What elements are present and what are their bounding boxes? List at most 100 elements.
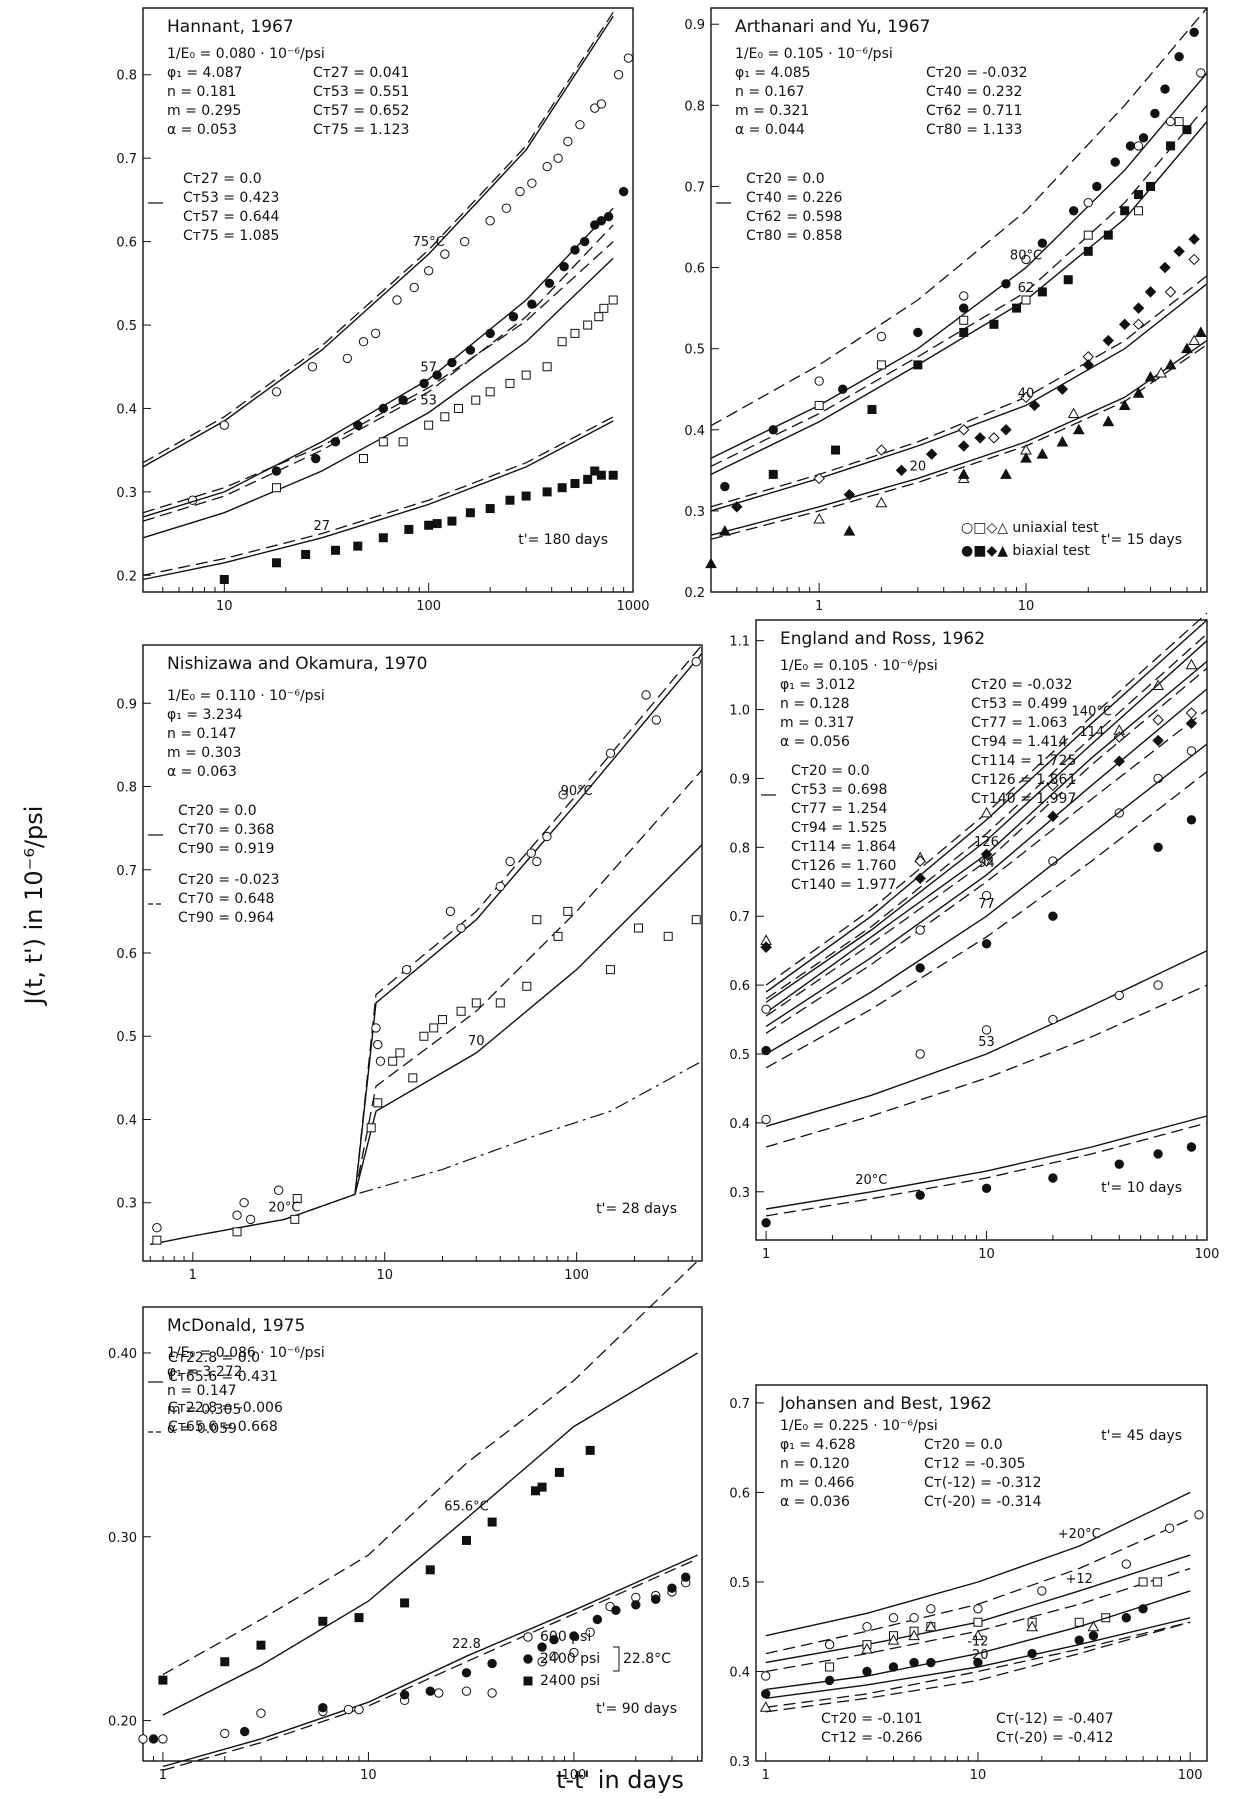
data-point xyxy=(1088,1630,1099,1641)
y-tick-label: 0.5 xyxy=(729,1048,750,1063)
y-tick-label: 0.9 xyxy=(684,18,705,33)
y-tick-label: 0.8 xyxy=(116,69,137,84)
curve-label: +12 xyxy=(1065,1572,1092,1587)
data-point xyxy=(408,1073,418,1083)
data-point xyxy=(256,1640,266,1650)
data-point xyxy=(843,488,856,501)
series-dashed-line xyxy=(765,1122,1208,1217)
data-point xyxy=(549,1634,559,1645)
data-point xyxy=(1152,1577,1162,1587)
data-point xyxy=(532,856,542,867)
data-point xyxy=(1165,116,1176,127)
series-solid-line xyxy=(162,1554,698,1768)
data-point xyxy=(596,216,607,226)
x-tick-label: 1 xyxy=(762,1768,770,1783)
panel-note: t'= 10 days xyxy=(1101,1180,1182,1196)
data-point xyxy=(1188,253,1200,266)
data-point xyxy=(814,376,824,386)
data-point xyxy=(691,656,701,667)
param-text: n = 0.181 xyxy=(167,84,237,100)
param-text: Cᴛ140 = 1.977 xyxy=(791,877,896,893)
curve-label: 62 xyxy=(1018,281,1035,296)
data-point xyxy=(596,470,606,480)
panel-note: t'= 28 days xyxy=(596,1201,677,1217)
data-point xyxy=(158,1734,168,1744)
data-point xyxy=(1186,746,1197,756)
data-point xyxy=(1173,245,1185,258)
data-point xyxy=(594,312,604,322)
data-point xyxy=(232,1227,242,1237)
data-point xyxy=(152,1235,162,1245)
data-point xyxy=(542,362,552,372)
data-point xyxy=(1166,141,1176,151)
y-tick-label: 0.6 xyxy=(729,979,750,994)
data-point xyxy=(618,186,629,197)
param-text: Cᴛ12 = -0.305 xyxy=(924,1456,1026,1472)
series-dashed-line xyxy=(710,275,1208,508)
data-point xyxy=(1189,27,1199,38)
data-point xyxy=(980,855,993,867)
data-point xyxy=(981,890,992,901)
data-point xyxy=(447,357,457,368)
data-point xyxy=(549,1651,559,1661)
param-text: Cᴛ94 = 1.525 xyxy=(791,820,887,836)
data-point xyxy=(1132,387,1145,398)
panel-title: Nishizawa and Okamura, 1970 xyxy=(167,654,427,674)
data-point xyxy=(419,378,429,389)
series-solid-line xyxy=(765,640,1208,1003)
data-point xyxy=(605,748,616,758)
y-tick-label: 0.5 xyxy=(116,1030,137,1045)
param-text: Cᴛ126 = 1.760 xyxy=(791,858,896,874)
data-point xyxy=(343,1704,354,1715)
legend-entry: 2400 psi xyxy=(540,1673,600,1689)
data-point xyxy=(1028,399,1041,412)
param-text: n = 0.147 xyxy=(167,726,237,742)
data-point xyxy=(521,491,531,501)
param-text: Cᴛ65.6 = 0.668 xyxy=(168,1419,278,1435)
data-point xyxy=(608,295,618,305)
data-point xyxy=(219,574,229,584)
series-dashed-line xyxy=(710,7,1208,427)
param-text: 1/E₀ = 0.080 · 10⁻⁶/psi xyxy=(167,46,325,62)
data-point xyxy=(557,483,567,493)
data-point xyxy=(569,1647,579,1658)
x-tick-label: 100 xyxy=(1195,1247,1220,1262)
panel-note: t'= 180 days xyxy=(518,532,608,548)
series-solid-line xyxy=(142,420,614,581)
param-text: Cᴛ20 = 0.0 xyxy=(178,803,257,819)
data-point xyxy=(838,384,848,394)
y-tick-label: 0.2 xyxy=(684,586,705,601)
param-text: Cᴛ20 = -0.032 xyxy=(926,65,1028,81)
data-point xyxy=(980,806,993,818)
data-point xyxy=(663,931,673,941)
data-point xyxy=(1001,279,1011,289)
series-solid-line xyxy=(142,207,614,518)
data-point xyxy=(915,963,925,973)
param-text: 1/E₀ = 0.086 · 10⁻⁶/psi xyxy=(167,1345,325,1361)
x-tick-label: 10 xyxy=(360,1768,377,1783)
data-point xyxy=(909,1657,919,1668)
legend-entry: 600 psi xyxy=(540,1629,591,1645)
panel-note: t'= 45 days xyxy=(1101,1428,1182,1444)
y-tick-label: 0.4 xyxy=(729,1117,750,1132)
data-point xyxy=(1132,318,1145,331)
data-point xyxy=(959,291,969,301)
y-tick-label: 0.6 xyxy=(116,947,137,962)
data-point xyxy=(1114,990,1124,1001)
data-point xyxy=(569,1631,579,1641)
data-point xyxy=(456,923,466,933)
data-point xyxy=(1153,842,1163,853)
panel-frame xyxy=(755,1384,1208,1762)
data-point xyxy=(603,211,614,222)
param-text: m = 0.466 xyxy=(780,1475,854,1491)
y-tick-label: 0.3 xyxy=(116,486,137,501)
data-point xyxy=(271,483,281,493)
param-text: 1/E₀ = 0.110 · 10⁻⁶/psi xyxy=(167,688,325,704)
series-dashed-line xyxy=(765,633,1208,1000)
data-point xyxy=(400,1598,410,1608)
data-point xyxy=(814,400,824,410)
series-dashed-line xyxy=(162,1260,699,1676)
data-point xyxy=(1020,391,1032,404)
data-point xyxy=(570,479,580,489)
data-point xyxy=(1102,334,1115,347)
